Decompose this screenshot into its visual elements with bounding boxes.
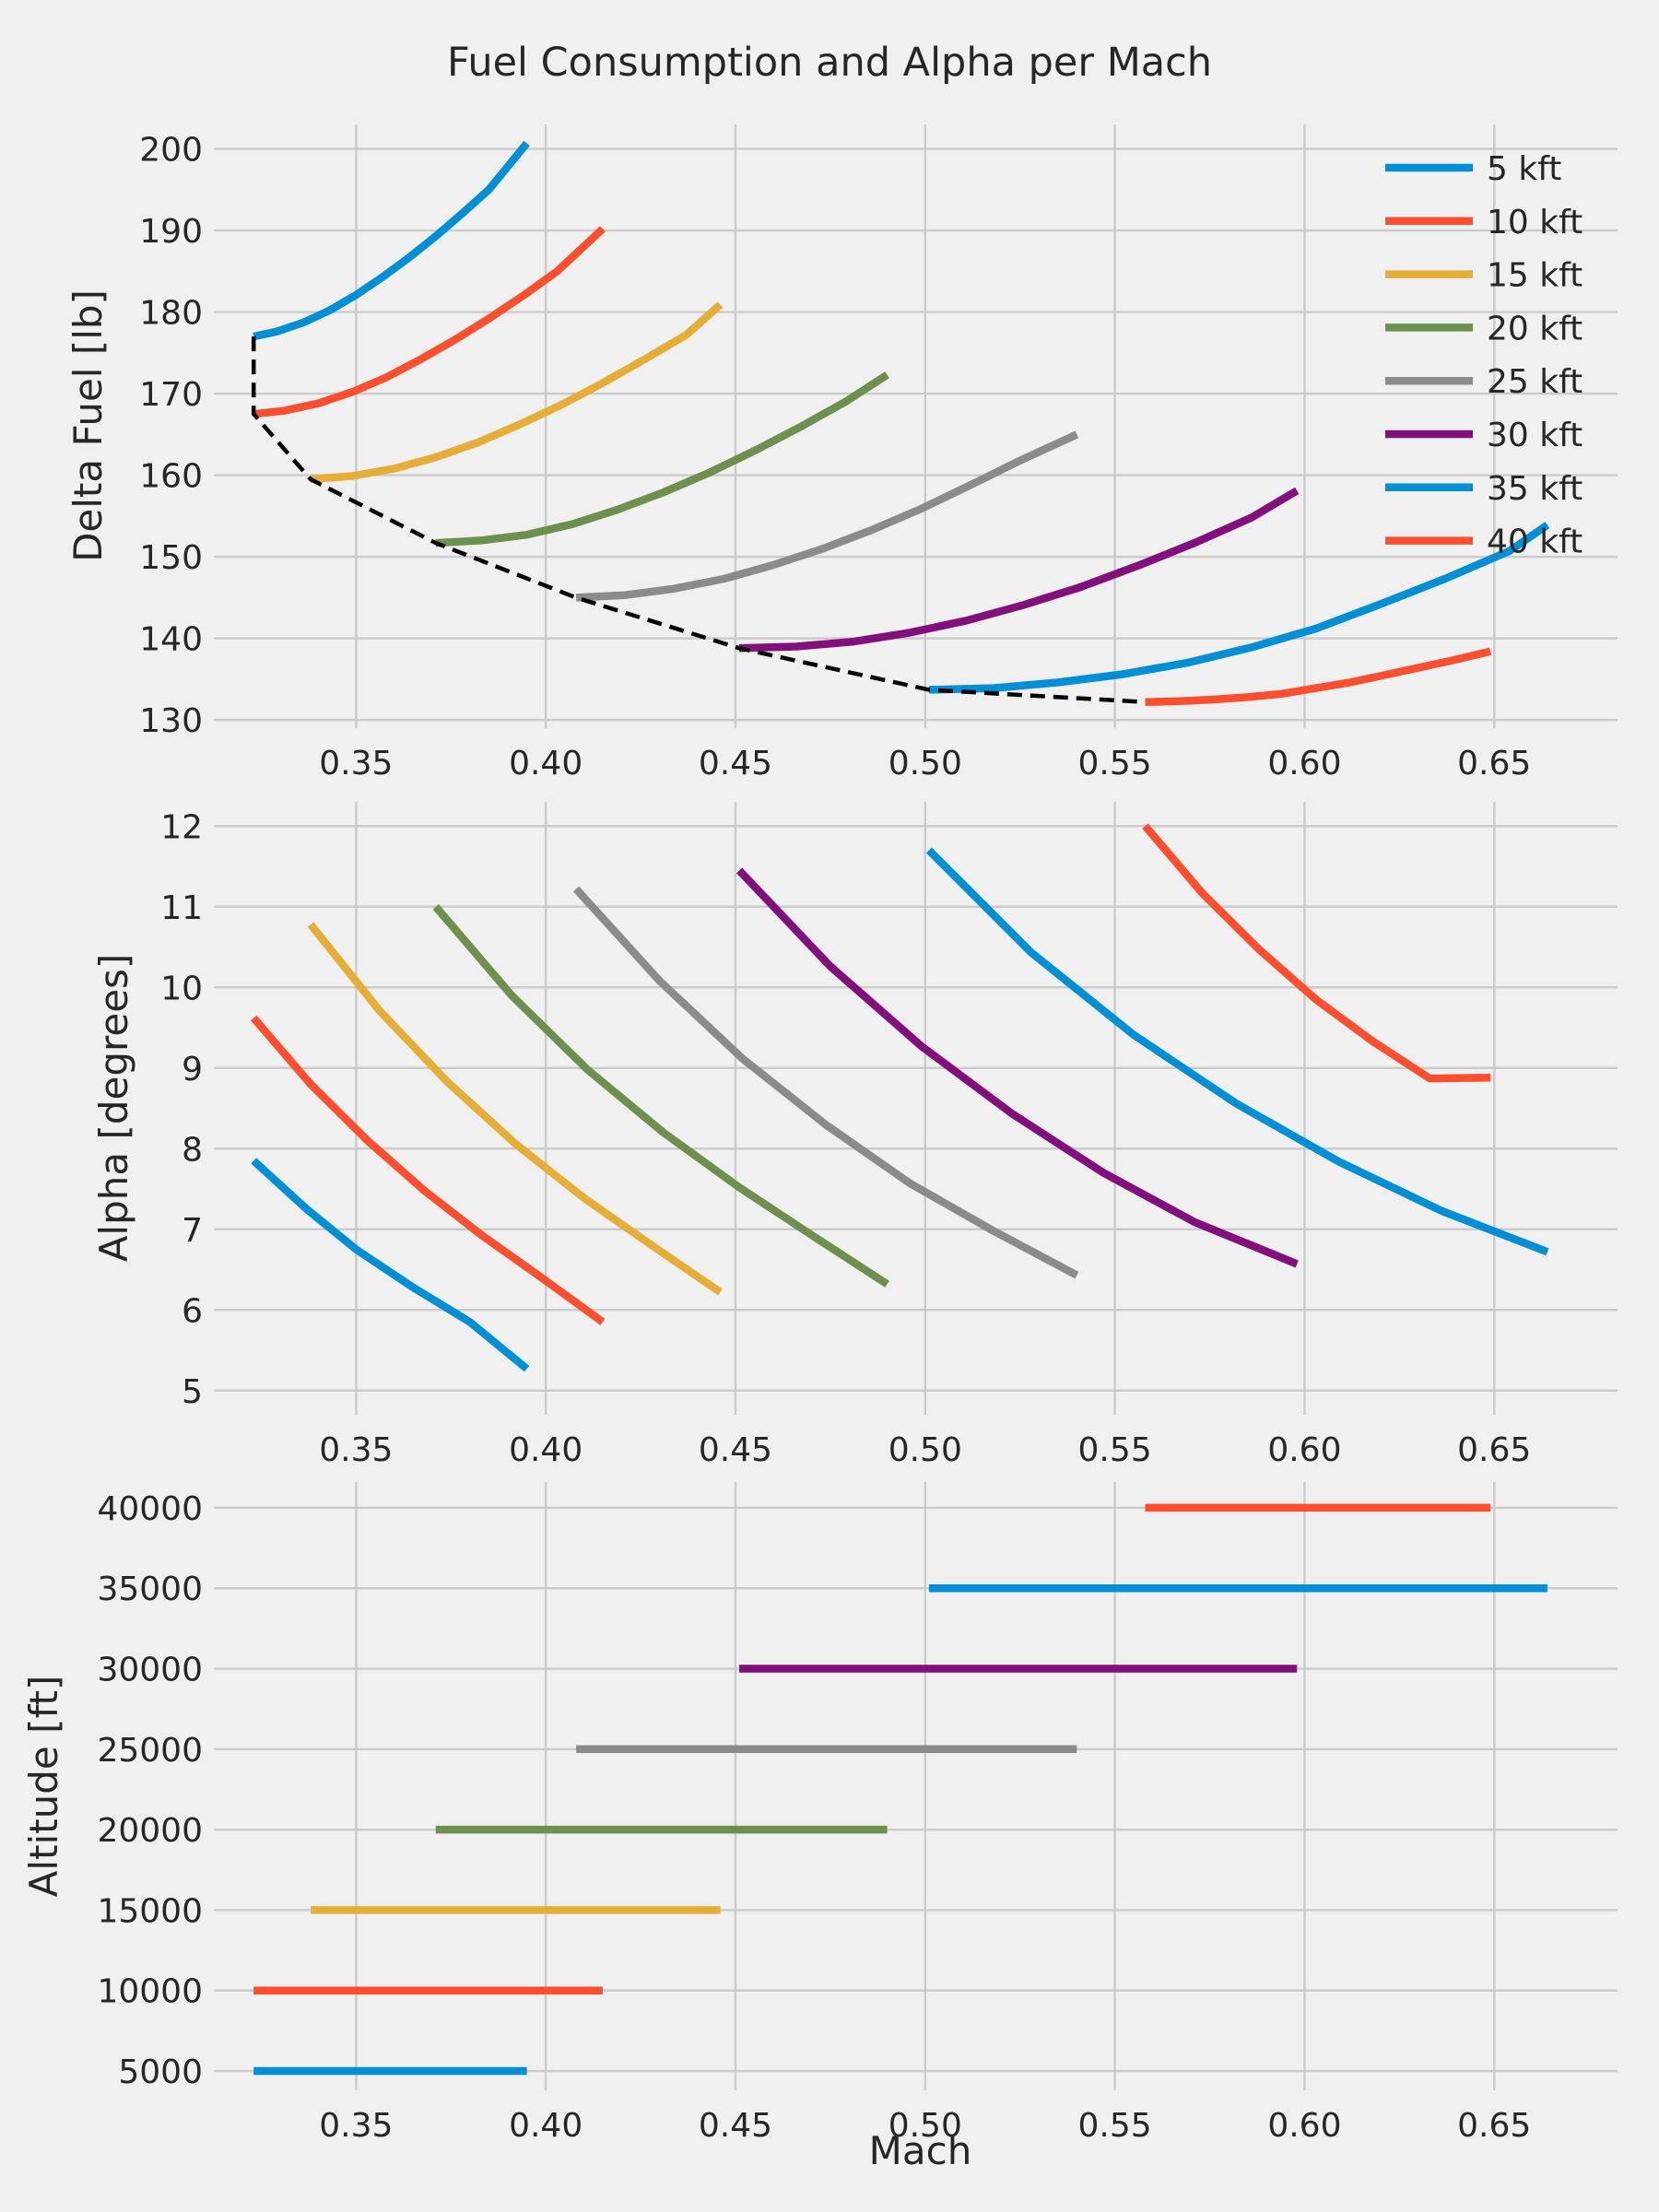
series-line-20-kft (432, 904, 889, 1288)
y-tick-label: 25000 (97, 1732, 203, 1770)
legend-label: 20 kft (1487, 310, 1583, 347)
series-line-30-kft (738, 487, 1300, 653)
x-tick-label: 0.35 (319, 2107, 393, 2145)
y-tick-label: 200 (139, 132, 203, 170)
y-axis-label: Delta Fuel [lb] (65, 289, 111, 562)
legend-label: 40 kft (1487, 524, 1583, 561)
y-tick-label: 20000 (97, 1812, 203, 1850)
series-line-25-kft (572, 886, 1079, 1279)
fuel-panel: 0.35 0.40 0.45 0.50 0.55 0.60 0.65 130 140 150 160… (65, 124, 1618, 782)
y-tick-label: 8 (182, 1131, 203, 1169)
series-line-5-kft (251, 1158, 530, 1372)
y-tick-label: 7 (182, 1212, 203, 1250)
x-tick-label: 0.55 (1078, 1431, 1152, 1469)
legend-label: 25 kft (1487, 363, 1583, 401)
series-line-40-kft (1142, 823, 1491, 1083)
x-tick-label: 0.65 (1457, 745, 1531, 782)
y-tick-label: 30000 (97, 1652, 203, 1689)
y-tick-label: 12 (160, 808, 203, 846)
legend-label: 10 kft (1487, 204, 1583, 241)
y-tick-label: 160 (139, 458, 203, 496)
y-tick-label: 190 (139, 213, 203, 251)
x-axis-label: Mach (869, 2128, 972, 2173)
x-tick-label: 0.60 (1267, 1431, 1341, 1469)
y-tick-label: 11 (160, 889, 203, 927)
series-line-5-kft (253, 140, 530, 341)
y-tick-label: 170 (139, 376, 203, 414)
legend-label: 35 kft (1487, 470, 1583, 508)
x-tick-label: 0.40 (509, 2107, 582, 2145)
min-fuel-envelope-line (251, 336, 1146, 704)
series-line-15-kft (307, 922, 723, 1296)
x-tick-label: 0.50 (888, 2107, 962, 2145)
y-tick-label: 5000 (118, 2053, 203, 2091)
series-line-10-kft (250, 1015, 606, 1325)
y-tick-label: 180 (139, 295, 203, 333)
y-tick-label: 10000 (97, 1973, 203, 2011)
x-tick-label: 0.50 (888, 1431, 962, 1469)
y-tick-label: 10 (160, 970, 203, 1007)
y-tick-label: 15000 (97, 1892, 203, 1930)
series-line-20-kft (435, 371, 889, 547)
y-tick-label: 6 (182, 1292, 203, 1330)
y-tick-label: 140 (139, 621, 203, 659)
x-tick-label: 0.55 (1078, 745, 1152, 782)
x-tick-label: 0.45 (699, 1431, 772, 1469)
alpha-panel: 0.35 0.40 0.45 0.50 0.55 0.60 0.65 5 6 7 8 9 10 11 12 A… (91, 802, 1618, 1469)
series-line-15-kft (310, 301, 724, 484)
altitude-panel: 0.35 0.40 0.45 0.50 0.55 0.60 0.65 5000 10000 150… (21, 1482, 1618, 2173)
x-tick-label: 0.65 (1457, 2107, 1531, 2145)
series-line-30-kft (736, 867, 1299, 1268)
y-tick-label: 150 (139, 539, 203, 577)
x-tick-label: 0.50 (888, 745, 962, 782)
y-tick-label: 5 (182, 1373, 203, 1411)
x-tick-label: 0.40 (509, 1431, 582, 1469)
series-line-35-kft (925, 847, 1549, 1256)
x-tick-label: 0.40 (509, 745, 582, 782)
series-line-10-kft (253, 226, 606, 418)
y-axis-label: Alpha [degrees] (91, 954, 136, 1263)
x-tick-label: 0.45 (699, 745, 772, 782)
y-axis-label: Altitude [ft] (21, 1676, 66, 1898)
x-tick-label: 0.45 (699, 2107, 772, 2145)
series-line-35-kft (928, 522, 1550, 694)
y-tick-label: 35000 (97, 1571, 203, 1608)
y-tick-label: 9 (182, 1051, 203, 1088)
series-line-25-kft (575, 430, 1079, 602)
chart-title: Fuel Consumption and Alpha per Mach (447, 40, 1212, 86)
x-tick-label: 0.60 (1267, 745, 1341, 782)
x-tick-label: 0.65 (1457, 1431, 1531, 1469)
series-line-40-kft (1145, 647, 1492, 706)
x-tick-label: 0.35 (319, 1431, 393, 1469)
legend-label: 15 kft (1487, 257, 1583, 295)
legend-label: 5 kft (1487, 150, 1561, 188)
x-tick-label: 0.55 (1078, 2107, 1152, 2145)
x-tick-label: 0.60 (1267, 2107, 1341, 2145)
y-tick-label: 40000 (97, 1490, 203, 1528)
x-tick-label: 0.35 (319, 745, 393, 782)
legend-label: 30 kft (1487, 417, 1583, 454)
y-tick-label: 130 (139, 702, 203, 740)
